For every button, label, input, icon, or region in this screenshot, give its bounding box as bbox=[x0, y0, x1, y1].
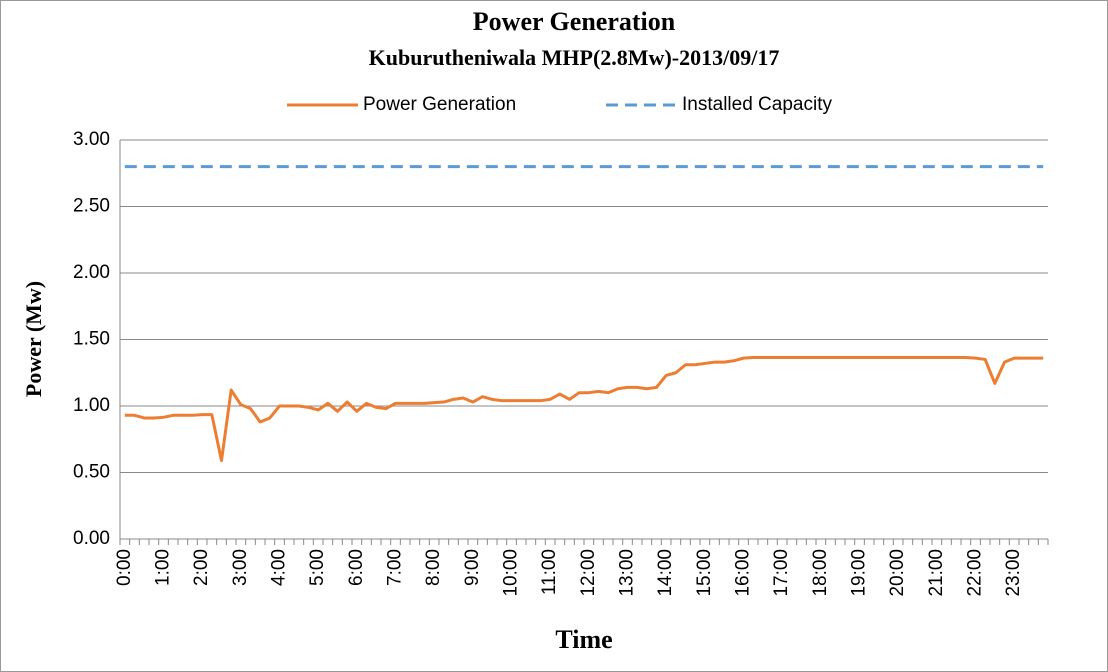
y-tick-label: 2.50 bbox=[73, 196, 110, 217]
y-tick-label: 2.00 bbox=[73, 262, 110, 283]
chart-title: Power Generation bbox=[473, 7, 676, 36]
x-tick-label: 18:00 bbox=[810, 549, 831, 597]
legend-label: Power Generation bbox=[363, 94, 516, 115]
x-tick-label: 17:00 bbox=[771, 549, 792, 597]
x-tick-label: 4:00 bbox=[269, 549, 290, 586]
x-tick-label: 22:00 bbox=[965, 549, 986, 597]
chart-subtitle: Kuburutheniwala MHP(2.8Mw)-2013/09/17 bbox=[369, 45, 780, 70]
x-tick-label: 2:00 bbox=[191, 549, 212, 586]
x-tick-label: 7:00 bbox=[385, 549, 406, 586]
x-tick-label: 21:00 bbox=[926, 549, 947, 597]
x-tick-label: 15:00 bbox=[694, 549, 715, 597]
x-tick-label: 12:00 bbox=[578, 549, 599, 597]
x-tick-label: 23:00 bbox=[1003, 549, 1024, 597]
x-tick-label: 1:00 bbox=[153, 549, 174, 586]
x-tick-label: 14:00 bbox=[655, 549, 676, 597]
x-tick-label: 13:00 bbox=[617, 549, 638, 597]
y-tick-label: 1.50 bbox=[73, 329, 110, 350]
x-tick-label: 19:00 bbox=[849, 549, 870, 597]
x-tick-label: 9:00 bbox=[462, 549, 483, 586]
x-tick-label: 5:00 bbox=[307, 549, 328, 586]
x-tick-label: 3:00 bbox=[230, 549, 251, 586]
y-axis-label: Power (Mw) bbox=[21, 281, 46, 397]
legend-label: Installed Capacity bbox=[682, 94, 832, 115]
y-tick-label: 1.00 bbox=[73, 395, 110, 416]
x-tick-label: 16:00 bbox=[733, 549, 754, 597]
y-tick-label: 3.00 bbox=[73, 129, 110, 150]
x-tick-label: 11:00 bbox=[539, 549, 560, 595]
x-tick-label: 0:00 bbox=[114, 549, 135, 586]
x-tick-label: 8:00 bbox=[423, 549, 444, 586]
x-axis-label: Time bbox=[555, 625, 612, 654]
series-line bbox=[124, 355, 1044, 463]
x-tick-label: 10:00 bbox=[501, 549, 522, 597]
x-tick-label: 6:00 bbox=[346, 549, 367, 586]
y-tick-label: 0.50 bbox=[73, 462, 110, 483]
x-tick-label: 20:00 bbox=[887, 549, 908, 597]
y-tick-label: 0.00 bbox=[73, 528, 110, 549]
